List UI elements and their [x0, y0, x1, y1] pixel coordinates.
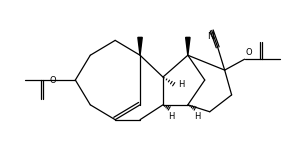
Polygon shape: [186, 37, 190, 55]
Text: H: H: [195, 112, 201, 121]
Text: O: O: [50, 75, 56, 85]
Text: N: N: [207, 32, 214, 41]
Polygon shape: [138, 37, 142, 55]
Text: H: H: [168, 112, 174, 121]
Text: H: H: [178, 80, 184, 90]
Text: O: O: [246, 48, 252, 57]
